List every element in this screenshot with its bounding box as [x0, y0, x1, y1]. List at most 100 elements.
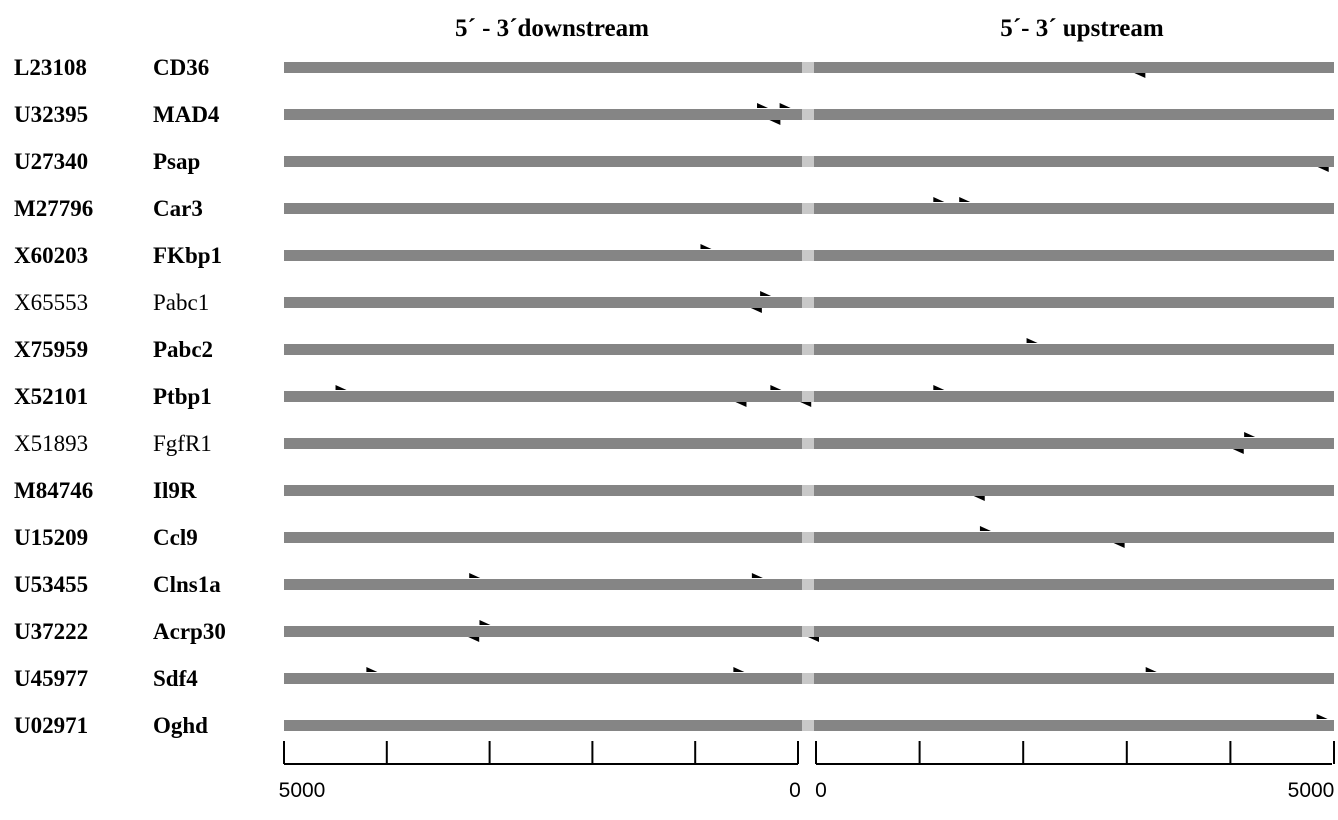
gene-label: FKbp1	[153, 243, 222, 268]
gene-row: X51893 FgfR1	[14, 431, 1334, 456]
downstream-bar	[284, 579, 802, 590]
gene-label: FgfR1	[153, 431, 212, 456]
center-gap	[802, 156, 814, 167]
binding-site-marker	[1316, 714, 1328, 719]
upstream-bar	[814, 626, 1334, 637]
center-gap	[802, 297, 814, 308]
upstream-bar	[814, 109, 1334, 120]
binding-site-marker	[959, 197, 971, 202]
gene-row: X75959 Pabc2	[14, 337, 1334, 362]
upstream-bar	[814, 250, 1334, 261]
upstream-header: 5´- 3´ upstream	[1000, 15, 1164, 42]
gene-row: U37222 Acrp30	[14, 619, 1334, 644]
gene-label: Car3	[153, 196, 203, 221]
downstream-bar	[284, 485, 802, 496]
downstream-bar	[284, 532, 802, 543]
gene-label: Psap	[153, 149, 200, 174]
binding-site-marker	[750, 308, 762, 313]
gene-label: Ccl9	[153, 525, 198, 550]
accession-label: U27340	[14, 149, 88, 174]
binding-site-marker	[735, 402, 747, 407]
accession-label: X65553	[14, 290, 88, 315]
binding-site-marker	[770, 385, 782, 390]
upstream-bar	[814, 297, 1334, 308]
upstream-bar	[814, 485, 1334, 496]
accession-label: X60203	[14, 243, 88, 268]
downstream-bar	[284, 109, 802, 120]
upstream-bar	[814, 203, 1334, 214]
gene-label: CD36	[153, 55, 209, 80]
gene-label: Il9R	[153, 478, 197, 503]
downstream-header: 5´ - 3´downstream	[455, 15, 649, 42]
gene-row: X52101 Ptbp1	[14, 384, 1334, 409]
downstream-bar	[284, 673, 802, 684]
downstream-bar	[284, 250, 802, 261]
binding-site-marker	[933, 197, 945, 202]
accession-label: M84746	[14, 478, 93, 503]
binding-site-marker	[1317, 167, 1329, 172]
binding-site-marker	[1026, 338, 1038, 343]
gene-row: U32395 MAD4	[14, 102, 1334, 127]
axis-tick-label: 0	[815, 779, 827, 802]
gene-label: Clns1a	[153, 572, 221, 597]
binding-site-marker	[757, 103, 769, 108]
downstream-bar	[284, 720, 802, 731]
axis-tick-label: 0	[789, 779, 801, 802]
upstream-bar	[814, 156, 1334, 167]
gene-label: Acrp30	[153, 619, 226, 644]
binding-site-marker	[779, 103, 791, 108]
accession-label: M27796	[14, 196, 93, 221]
accession-label: X51893	[14, 431, 88, 456]
binding-site-marker	[1244, 432, 1256, 437]
upstream-bar	[814, 579, 1334, 590]
upstream-bar	[814, 391, 1334, 402]
gene-row: L23108 CD36	[14, 55, 1334, 80]
accession-label: X75959	[14, 337, 88, 362]
binding-site-marker	[1145, 667, 1157, 672]
center-gap	[802, 203, 814, 214]
downstream-bar	[284, 391, 802, 402]
gene-row: X65553 Pabc1	[14, 290, 1334, 315]
binding-site-marker	[469, 573, 481, 578]
gene-row: M27796 Car3	[14, 196, 1334, 221]
upstream-bar	[814, 62, 1334, 73]
downstream-bar	[284, 344, 802, 355]
center-gap	[802, 673, 814, 684]
binding-site-marker	[751, 573, 763, 578]
center-gap	[802, 250, 814, 261]
binding-site-marker	[366, 667, 378, 672]
center-gap	[802, 344, 814, 355]
binding-site-marker	[700, 244, 712, 249]
center-gap	[802, 532, 814, 543]
upstream-bar	[814, 438, 1334, 449]
upstream-bar	[814, 532, 1334, 543]
gene-row: U02971 Oghd	[14, 713, 1334, 738]
gene-rows: L23108 CD36 U32395 MAD4 U27340 Psap M27796 Car3…	[14, 55, 1334, 738]
downstream-bar	[284, 62, 802, 73]
binding-site-marker	[335, 385, 347, 390]
binding-site-marker	[760, 291, 772, 296]
gene-row: M84746 Il9R	[14, 478, 1334, 503]
gene-row: U53455 Clns1a	[14, 572, 1334, 597]
accession-label: U15209	[14, 525, 88, 550]
binding-site-marker	[1113, 543, 1125, 548]
accession-label: U02971	[14, 713, 88, 738]
gene-label: Sdf4	[153, 666, 198, 691]
accession-label: U37222	[14, 619, 88, 644]
gene-row: U15209 Ccl9	[14, 525, 1334, 550]
binding-site-marker	[973, 496, 985, 501]
center-gap	[802, 62, 814, 73]
center-gap	[802, 391, 814, 402]
binding-site-marker	[733, 667, 745, 672]
accession-label: L23108	[14, 55, 87, 80]
center-gap	[802, 485, 814, 496]
binding-site-marker	[479, 620, 491, 625]
gene-label: Oghd	[153, 713, 208, 738]
binding-site-marker	[769, 120, 781, 125]
binding-site-marker	[468, 637, 480, 642]
gene-row: U45977 Sdf4	[14, 666, 1334, 691]
binding-site-marker	[808, 637, 819, 642]
gene-label: Pabc2	[153, 337, 213, 362]
binding-site-marker	[800, 402, 812, 407]
